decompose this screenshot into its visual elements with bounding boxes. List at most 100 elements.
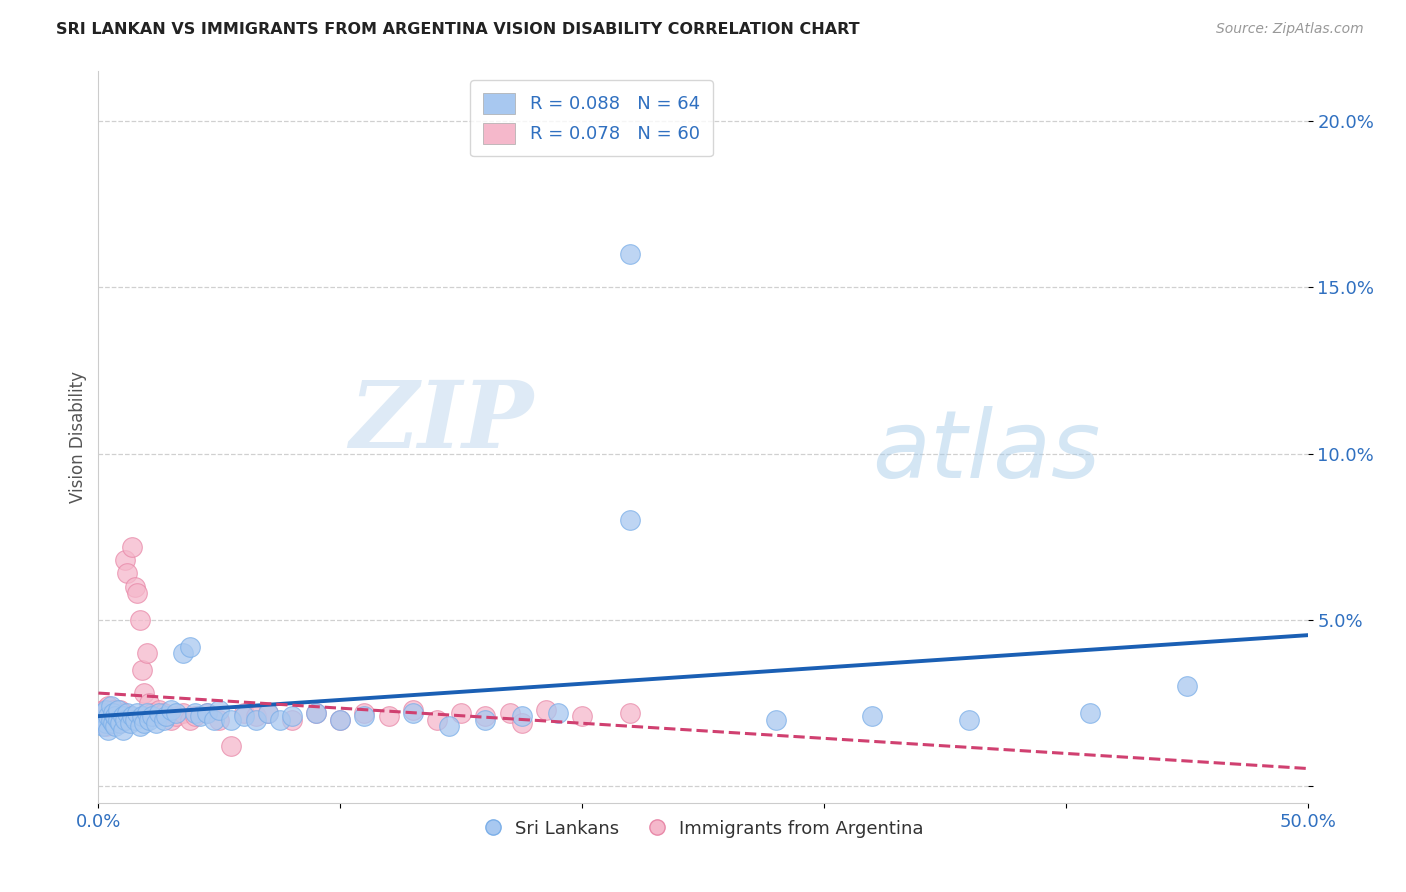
Point xyxy=(101,716,124,731)
Point xyxy=(860,709,883,723)
Point xyxy=(172,646,194,660)
Point xyxy=(107,709,129,723)
Point xyxy=(134,686,156,700)
Point xyxy=(91,719,114,733)
Point xyxy=(104,719,127,733)
Point xyxy=(547,706,569,720)
Point xyxy=(90,713,112,727)
Point xyxy=(128,719,150,733)
Point xyxy=(353,709,375,723)
Point xyxy=(104,716,127,731)
Point xyxy=(221,739,243,754)
Point xyxy=(402,703,425,717)
Point xyxy=(97,723,120,737)
Point xyxy=(765,713,787,727)
Point xyxy=(108,716,131,731)
Point xyxy=(179,713,201,727)
Point xyxy=(474,709,496,723)
Point xyxy=(97,699,120,714)
Point xyxy=(111,706,134,720)
Point xyxy=(91,703,114,717)
Point xyxy=(117,566,139,581)
Point xyxy=(107,713,129,727)
Point xyxy=(124,580,146,594)
Point xyxy=(100,716,122,731)
Point xyxy=(305,706,328,720)
Point xyxy=(1078,706,1101,720)
Point xyxy=(619,513,641,527)
Point xyxy=(111,713,134,727)
Point xyxy=(107,713,129,727)
Point xyxy=(184,709,207,723)
Point xyxy=(141,709,163,723)
Legend: Sri Lankans, Immigrants from Argentina: Sri Lankans, Immigrants from Argentina xyxy=(475,813,931,845)
Point xyxy=(188,709,211,723)
Point xyxy=(148,706,170,720)
Point xyxy=(128,613,150,627)
Point xyxy=(124,713,146,727)
Point xyxy=(141,706,163,720)
Point xyxy=(94,719,117,733)
Point xyxy=(100,699,122,714)
Point xyxy=(97,713,120,727)
Point xyxy=(165,709,187,723)
Point xyxy=(160,703,183,717)
Point xyxy=(101,713,124,727)
Point xyxy=(204,713,226,727)
Point xyxy=(121,709,143,723)
Point xyxy=(426,713,449,727)
Point xyxy=(101,706,124,720)
Point xyxy=(353,706,375,720)
Point xyxy=(135,706,157,720)
Point xyxy=(148,703,170,717)
Point xyxy=(94,709,117,723)
Point xyxy=(160,713,183,727)
Point xyxy=(135,646,157,660)
Point xyxy=(221,713,243,727)
Point xyxy=(195,706,218,720)
Point xyxy=(127,706,149,720)
Point xyxy=(510,709,533,723)
Point xyxy=(114,553,136,567)
Point xyxy=(329,713,352,727)
Point xyxy=(104,706,127,720)
Point xyxy=(256,706,278,720)
Point xyxy=(101,703,124,717)
Point xyxy=(138,696,160,710)
Point xyxy=(184,706,207,720)
Point xyxy=(256,706,278,720)
Point xyxy=(145,716,167,731)
Point xyxy=(94,716,117,731)
Point xyxy=(281,709,304,723)
Point xyxy=(1175,680,1198,694)
Point xyxy=(107,703,129,717)
Point xyxy=(232,706,254,720)
Text: atlas: atlas xyxy=(872,406,1101,497)
Point xyxy=(104,709,127,723)
Point xyxy=(117,706,139,720)
Point xyxy=(232,709,254,723)
Point xyxy=(111,709,134,723)
Point xyxy=(619,706,641,720)
Point xyxy=(474,713,496,727)
Point xyxy=(155,709,177,723)
Point xyxy=(91,716,114,731)
Point xyxy=(498,706,520,720)
Point xyxy=(145,709,167,723)
Point xyxy=(402,706,425,720)
Point xyxy=(510,716,533,731)
Point xyxy=(619,247,641,261)
Point xyxy=(195,706,218,720)
Point xyxy=(152,713,174,727)
Point xyxy=(571,709,593,723)
Point xyxy=(94,703,117,717)
Point xyxy=(100,706,122,720)
Point xyxy=(91,706,114,720)
Point xyxy=(118,709,141,723)
Point xyxy=(329,713,352,727)
Point xyxy=(97,709,120,723)
Text: SRI LANKAN VS IMMIGRANTS FROM ARGENTINA VISION DISABILITY CORRELATION CHART: SRI LANKAN VS IMMIGRANTS FROM ARGENTINA … xyxy=(56,22,860,37)
Point xyxy=(305,706,328,720)
Point xyxy=(208,703,231,717)
Point xyxy=(450,706,472,720)
